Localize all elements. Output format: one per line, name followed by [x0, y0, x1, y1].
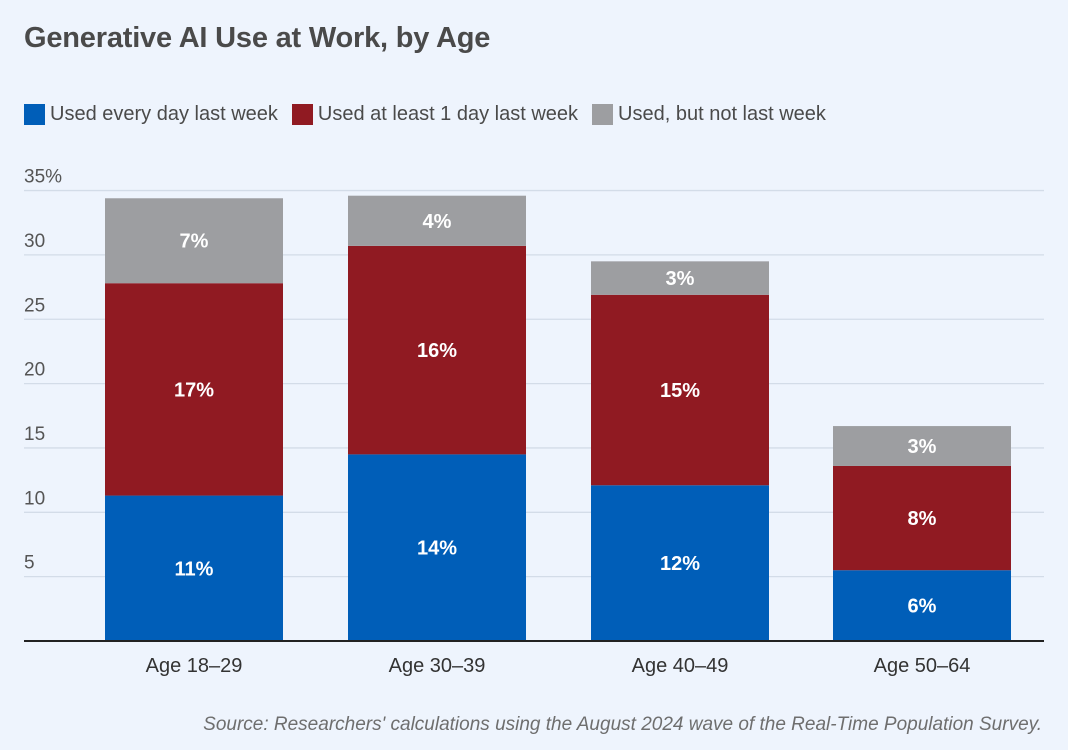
bar-segment — [833, 465, 1011, 571]
legend-swatch-weekly — [291, 104, 313, 125]
data-label: 4% — [423, 211, 452, 233]
x-tick-label: Age 18–29 — [146, 655, 243, 677]
data-label: 3% — [666, 268, 695, 290]
bar-segment — [591, 294, 769, 486]
data-label: 16% — [417, 340, 457, 362]
data-label: 15% — [660, 380, 700, 402]
legend-item-weekly: Used at least 1 day last week — [291, 103, 579, 126]
y-tick-label: 20 — [24, 360, 45, 381]
data-label: 8% — [908, 508, 937, 530]
bar-segment — [591, 485, 769, 641]
legend-swatch-daily — [24, 104, 45, 125]
chart-plot-area: 5 10 15 20 25 30 35% 11% 17% 7% Age 18–29 14% 16% 4% A… — [24, 167, 1044, 677]
data-label: 7% — [180, 231, 209, 253]
x-tick-label: Age 50–64 — [874, 655, 971, 677]
bar-segment — [348, 454, 526, 641]
x-tick-label: Age 40–49 — [632, 655, 729, 677]
bar-segment — [591, 261, 769, 295]
data-label: 6% — [908, 596, 937, 618]
legend-label-daily: Used every day last week — [50, 103, 278, 125]
legend-swatch-not-last-week — [592, 104, 614, 125]
bar-segment — [105, 283, 283, 496]
legend-label-weekly: Used at least 1 day last week — [317, 103, 579, 125]
source-note: Source: Researchers' calculations using … — [203, 714, 1042, 735]
data-label: 3% — [908, 436, 937, 458]
x-tick-label: Age 30–39 — [389, 655, 486, 677]
y-tick-label: 25 — [24, 295, 45, 316]
bar-segment — [348, 195, 526, 246]
y-tick-label: 10 — [24, 488, 45, 509]
chart-title: Generative AI Use at Work, by Age — [24, 22, 491, 54]
bar-segment — [105, 198, 283, 284]
legend: Used every day last week Used at least 1… — [24, 103, 840, 126]
legend-label-not-last-week: Used, but not last week — [618, 103, 826, 125]
bar-segment — [348, 245, 526, 455]
data-label: 17% — [174, 379, 214, 401]
data-label: 14% — [417, 538, 457, 560]
legend-item-daily: Used every day last week — [24, 103, 278, 126]
y-tick-label: 30 — [24, 231, 45, 252]
y-tick-label: 15 — [24, 424, 45, 445]
legend-item-not-last-week: Used, but not last week — [592, 103, 826, 126]
bar-segment — [105, 495, 283, 641]
data-label: 11% — [175, 558, 214, 580]
data-label: 12% — [660, 553, 700, 575]
y-tick-label: 5 — [24, 553, 35, 574]
y-tick-label: 35% — [24, 167, 62, 188]
bar-segment — [833, 426, 1011, 466]
bar-segment — [833, 570, 1011, 641]
